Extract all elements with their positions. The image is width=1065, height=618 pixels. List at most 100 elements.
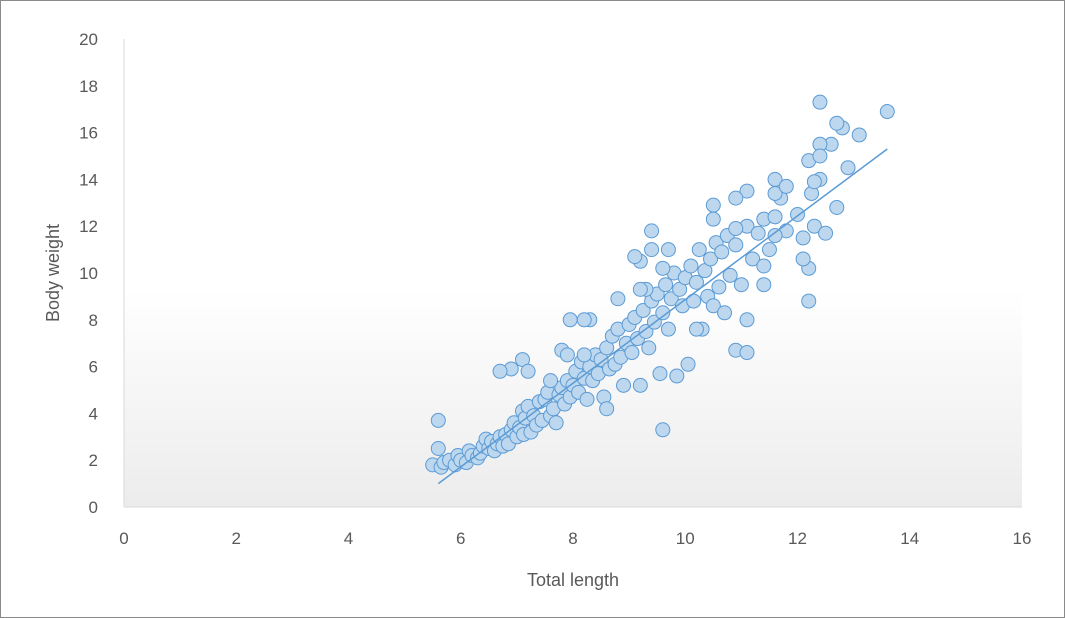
x-axis-title: Total length <box>527 570 619 590</box>
data-point <box>430 412 446 428</box>
data-point <box>548 415 564 431</box>
data-point <box>655 305 671 321</box>
data-point <box>795 230 811 246</box>
data-point <box>806 174 822 190</box>
data-point <box>705 298 721 314</box>
data-point <box>641 340 657 356</box>
y-tick-label: 8 <box>89 311 98 330</box>
data-point <box>728 237 744 253</box>
data-point <box>576 312 592 328</box>
data-point <box>767 209 783 225</box>
data-point <box>756 258 772 274</box>
data-point <box>559 347 575 363</box>
data-point <box>829 199 845 215</box>
data-point <box>818 225 834 241</box>
data-point <box>543 373 559 389</box>
data-point <box>655 260 671 276</box>
data-point <box>767 185 783 201</box>
y-tick-label: 0 <box>89 498 98 517</box>
data-point <box>739 312 755 328</box>
x-tick-label: 16 <box>1013 529 1032 548</box>
data-point <box>812 148 828 164</box>
data-point <box>655 422 671 438</box>
data-point <box>658 277 674 293</box>
data-point <box>683 258 699 274</box>
data-point <box>761 242 777 258</box>
trendline <box>437 148 888 485</box>
y-tick-label: 18 <box>79 77 98 96</box>
data-point <box>688 321 704 337</box>
y-tick-label: 20 <box>79 30 98 49</box>
data-point <box>711 279 727 295</box>
data-point <box>733 277 749 293</box>
y-tick-label: 4 <box>89 404 98 423</box>
data-point <box>705 211 721 227</box>
y-tick-label: 12 <box>79 217 98 236</box>
data-point <box>660 321 676 337</box>
y-tick-label: 6 <box>89 358 98 377</box>
data-point <box>638 324 654 339</box>
data-point <box>644 242 660 258</box>
x-tick-label: 6 <box>456 529 465 548</box>
data-point <box>430 441 446 456</box>
data-point <box>778 178 794 194</box>
data-point <box>767 228 783 244</box>
data-point <box>739 183 755 199</box>
data-point <box>728 190 744 206</box>
data-point <box>579 391 595 407</box>
y-tick-label: 10 <box>79 264 98 283</box>
data-point <box>714 244 730 260</box>
data-point <box>801 293 817 309</box>
plot-area <box>124 171 1022 507</box>
data-point <box>756 277 772 293</box>
x-tick-label: 0 <box>119 529 128 548</box>
data-point <box>717 305 733 321</box>
data-point <box>812 94 828 110</box>
y-tick-label: 14 <box>79 170 98 189</box>
data-point <box>691 242 707 258</box>
x-tick-label: 14 <box>900 529 919 548</box>
data-point <box>660 242 676 258</box>
data-point <box>627 249 643 265</box>
data-point <box>795 251 811 267</box>
data-point <box>728 221 744 237</box>
x-tick-label: 12 <box>788 529 807 548</box>
data-point <box>492 363 508 379</box>
x-tick-label: 8 <box>568 529 577 548</box>
data-point <box>722 267 738 283</box>
data-point <box>632 281 648 297</box>
data-point <box>750 225 766 241</box>
data-point <box>688 274 704 290</box>
data-point <box>599 401 615 417</box>
data-point <box>840 160 856 176</box>
y-tick-label: 2 <box>89 451 98 470</box>
data-point <box>652 366 668 382</box>
data-point <box>739 345 755 361</box>
data-point <box>879 104 895 120</box>
data-point <box>806 218 822 234</box>
y-tick-label: 16 <box>79 124 98 143</box>
data-point <box>703 251 719 267</box>
y-axis-title: Body weight <box>43 224 63 322</box>
data-point <box>616 377 632 393</box>
x-tick-label: 2 <box>232 529 241 548</box>
data-point <box>624 345 640 361</box>
data-point <box>632 377 648 393</box>
data-point <box>635 302 651 318</box>
data-point <box>745 251 761 267</box>
data-point <box>680 356 696 372</box>
data-point <box>663 291 679 307</box>
data-point <box>851 127 867 143</box>
data-points <box>425 94 895 475</box>
data-point <box>829 115 845 131</box>
data-point <box>705 197 721 213</box>
data-point <box>576 347 592 363</box>
x-tick-label: 10 <box>676 529 695 548</box>
x-tick-label: 4 <box>344 529 353 548</box>
data-point <box>520 363 536 379</box>
data-point <box>644 223 660 239</box>
data-point <box>669 368 685 384</box>
data-point <box>562 312 578 328</box>
